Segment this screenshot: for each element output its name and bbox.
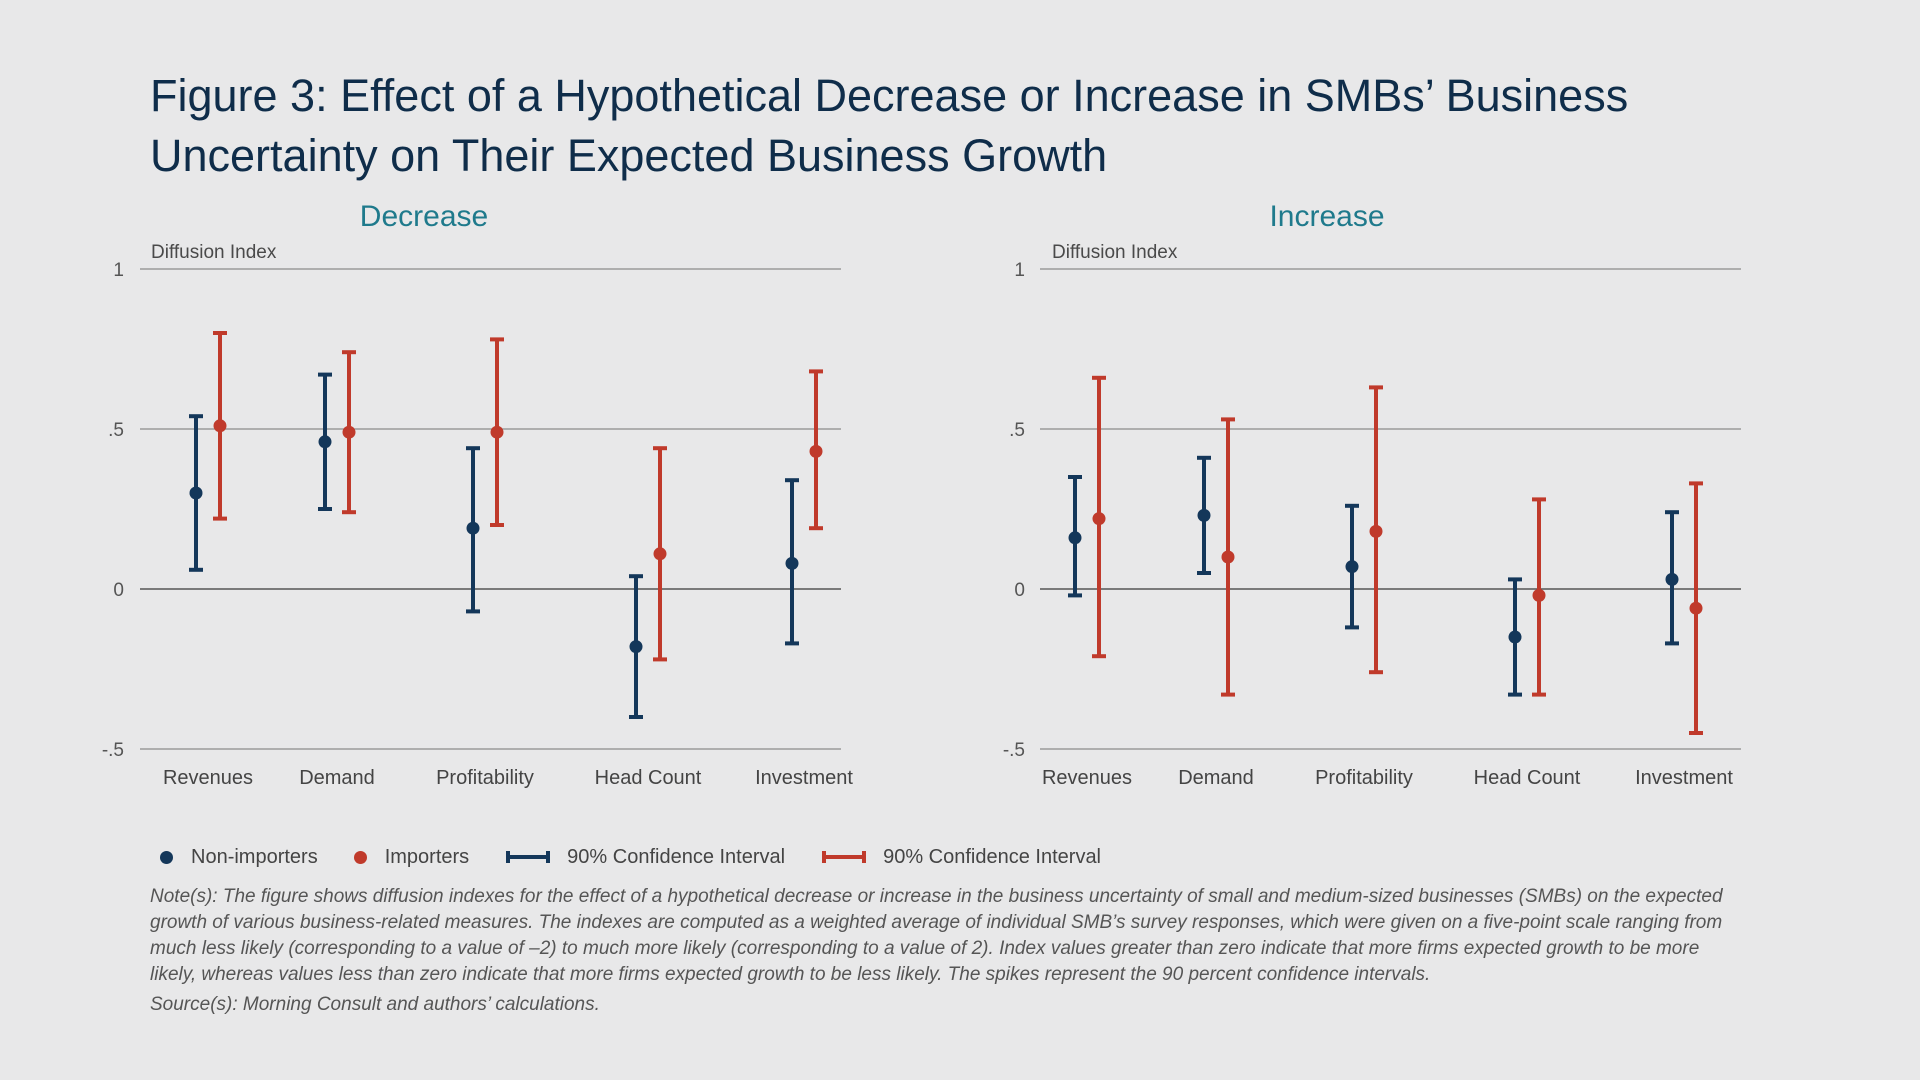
legend-dot-importers [353,850,367,864]
point-importers [809,444,823,458]
category-label: Investment [755,767,853,789]
notes-text: Note(s): The figure shows diffusion inde… [150,886,1723,985]
y-tick-label: .5 [108,420,124,441]
point-non-importers [785,556,799,570]
source-text: Source(s): Morning Consult and authors’ … [150,994,600,1015]
point-importers [1221,550,1235,564]
y-axis-label: Diffusion Index [1052,242,1178,263]
category-label: Revenues [163,767,253,789]
legend-item-importers: Importers [353,845,470,869]
point-importers [490,425,504,439]
panel-increase: Increase Diffusion Index 1 .5 0 -.5 Revenues De… [1003,200,1741,789]
y-tick-label: .5 [1009,420,1025,441]
y-tick-label: 0 [1014,580,1025,601]
legend-label-non-importers: Non-importers [191,845,318,868]
legend-label-importers: Importers [384,845,470,868]
point-non-importers [466,521,480,535]
point-non-importers [189,486,203,500]
figure-title: Figure 3: Effect of a Hypothetical Decre… [150,70,1629,181]
point-importers [1689,601,1703,615]
ci-importers-icon [822,851,867,863]
category-label: Revenues [1042,767,1132,789]
legend-item-ci-non-importers: 90% Confidence Interval [505,846,785,869]
category-label: Head Count [595,767,702,789]
legend-label-ci-importers: 90% Confidence Interval [883,845,1102,868]
y-axis-label: Diffusion Index [151,242,277,263]
category-label: Demand [299,767,375,789]
chart-area: Decrease Diffusion Index 1 .5 0 -.5 Revenues De… [102,200,1741,789]
point-importers [653,547,667,561]
point-non-importers [629,640,643,654]
point-non-importers [1345,560,1359,574]
legend-label-ci-non-importers: 90% Confidence Interval [567,845,786,868]
legend-item-non-importers: Non-importers [160,846,318,869]
point-importers [342,425,356,439]
ci-non-importers-icon [506,851,551,863]
notes-block: Note(s): The figure shows diffusion inde… [150,884,1750,1018]
y-tick-label: 0 [113,580,124,601]
point-non-importers [318,435,332,449]
legend: Non-importers Importers 90% Confidence I… [160,842,1137,872]
point-importers [1092,512,1106,526]
y-tick-label: -.5 [102,740,124,761]
category-label: Head Count [1474,767,1581,789]
point-importers [213,419,227,433]
category-label: Profitability [1315,767,1413,789]
panel-title: Increase [1269,200,1384,233]
point-non-importers [1508,630,1522,644]
y-tick-label: 1 [1014,260,1025,281]
legend-item-ci-importers: 90% Confidence Interval [821,846,1101,869]
point-non-importers [1665,572,1679,586]
category-label: Profitability [436,767,534,789]
panel-title: Decrease [360,200,488,233]
point-importers [1532,588,1546,602]
point-non-importers [1068,531,1082,545]
legend-dot-non-importers [160,850,173,864]
category-label: Investment [1635,767,1733,789]
point-non-importers [1197,508,1211,522]
y-tick-label: 1 [113,260,124,281]
category-label: Demand [1178,767,1254,789]
panel-decrease: Decrease Diffusion Index 1 .5 0 -.5 Revenues De… [102,200,854,789]
point-importers [1369,524,1383,538]
y-tick-label: -.5 [1003,740,1025,761]
